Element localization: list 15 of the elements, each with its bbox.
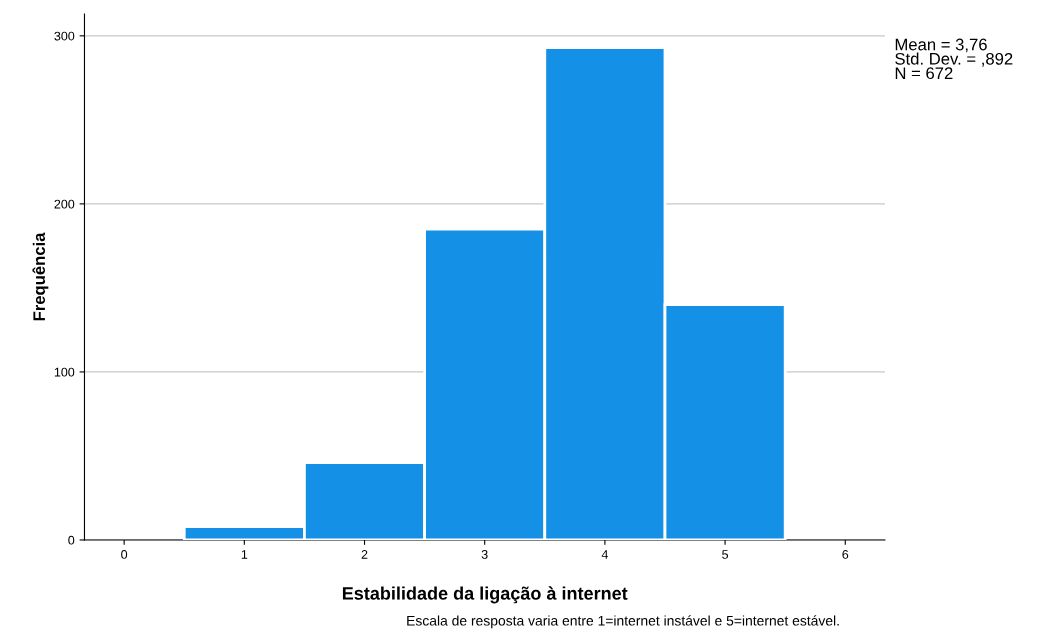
text: Escala de resposta varia entre 1=internet instável e 5=internet estável.	[407, 615, 839, 629]
x-tick-label: 1	[241, 550, 248, 559]
x-axis-title: Estabilidade da ligação à internet	[342, 586, 628, 604]
y-tick-label: 200	[54, 199, 75, 209]
x-tick-label: 5	[722, 550, 729, 559]
y-tick-label: 300	[54, 31, 75, 41]
x-tick-label: 0	[121, 550, 128, 559]
y-axis-title: Frequência	[32, 232, 49, 321]
x-tick-label: 2	[361, 550, 368, 559]
y-tick-label: 100	[54, 367, 75, 377]
x-tick-label: 3	[481, 550, 488, 559]
y-tick-label: 0	[68, 535, 75, 545]
text: Mean = 3,76 Std. Dev. = ,892 N = 672	[895, 38, 1013, 80]
x-tick-label: 6	[842, 550, 849, 559]
x-tick-label: 4	[601, 550, 608, 559]
